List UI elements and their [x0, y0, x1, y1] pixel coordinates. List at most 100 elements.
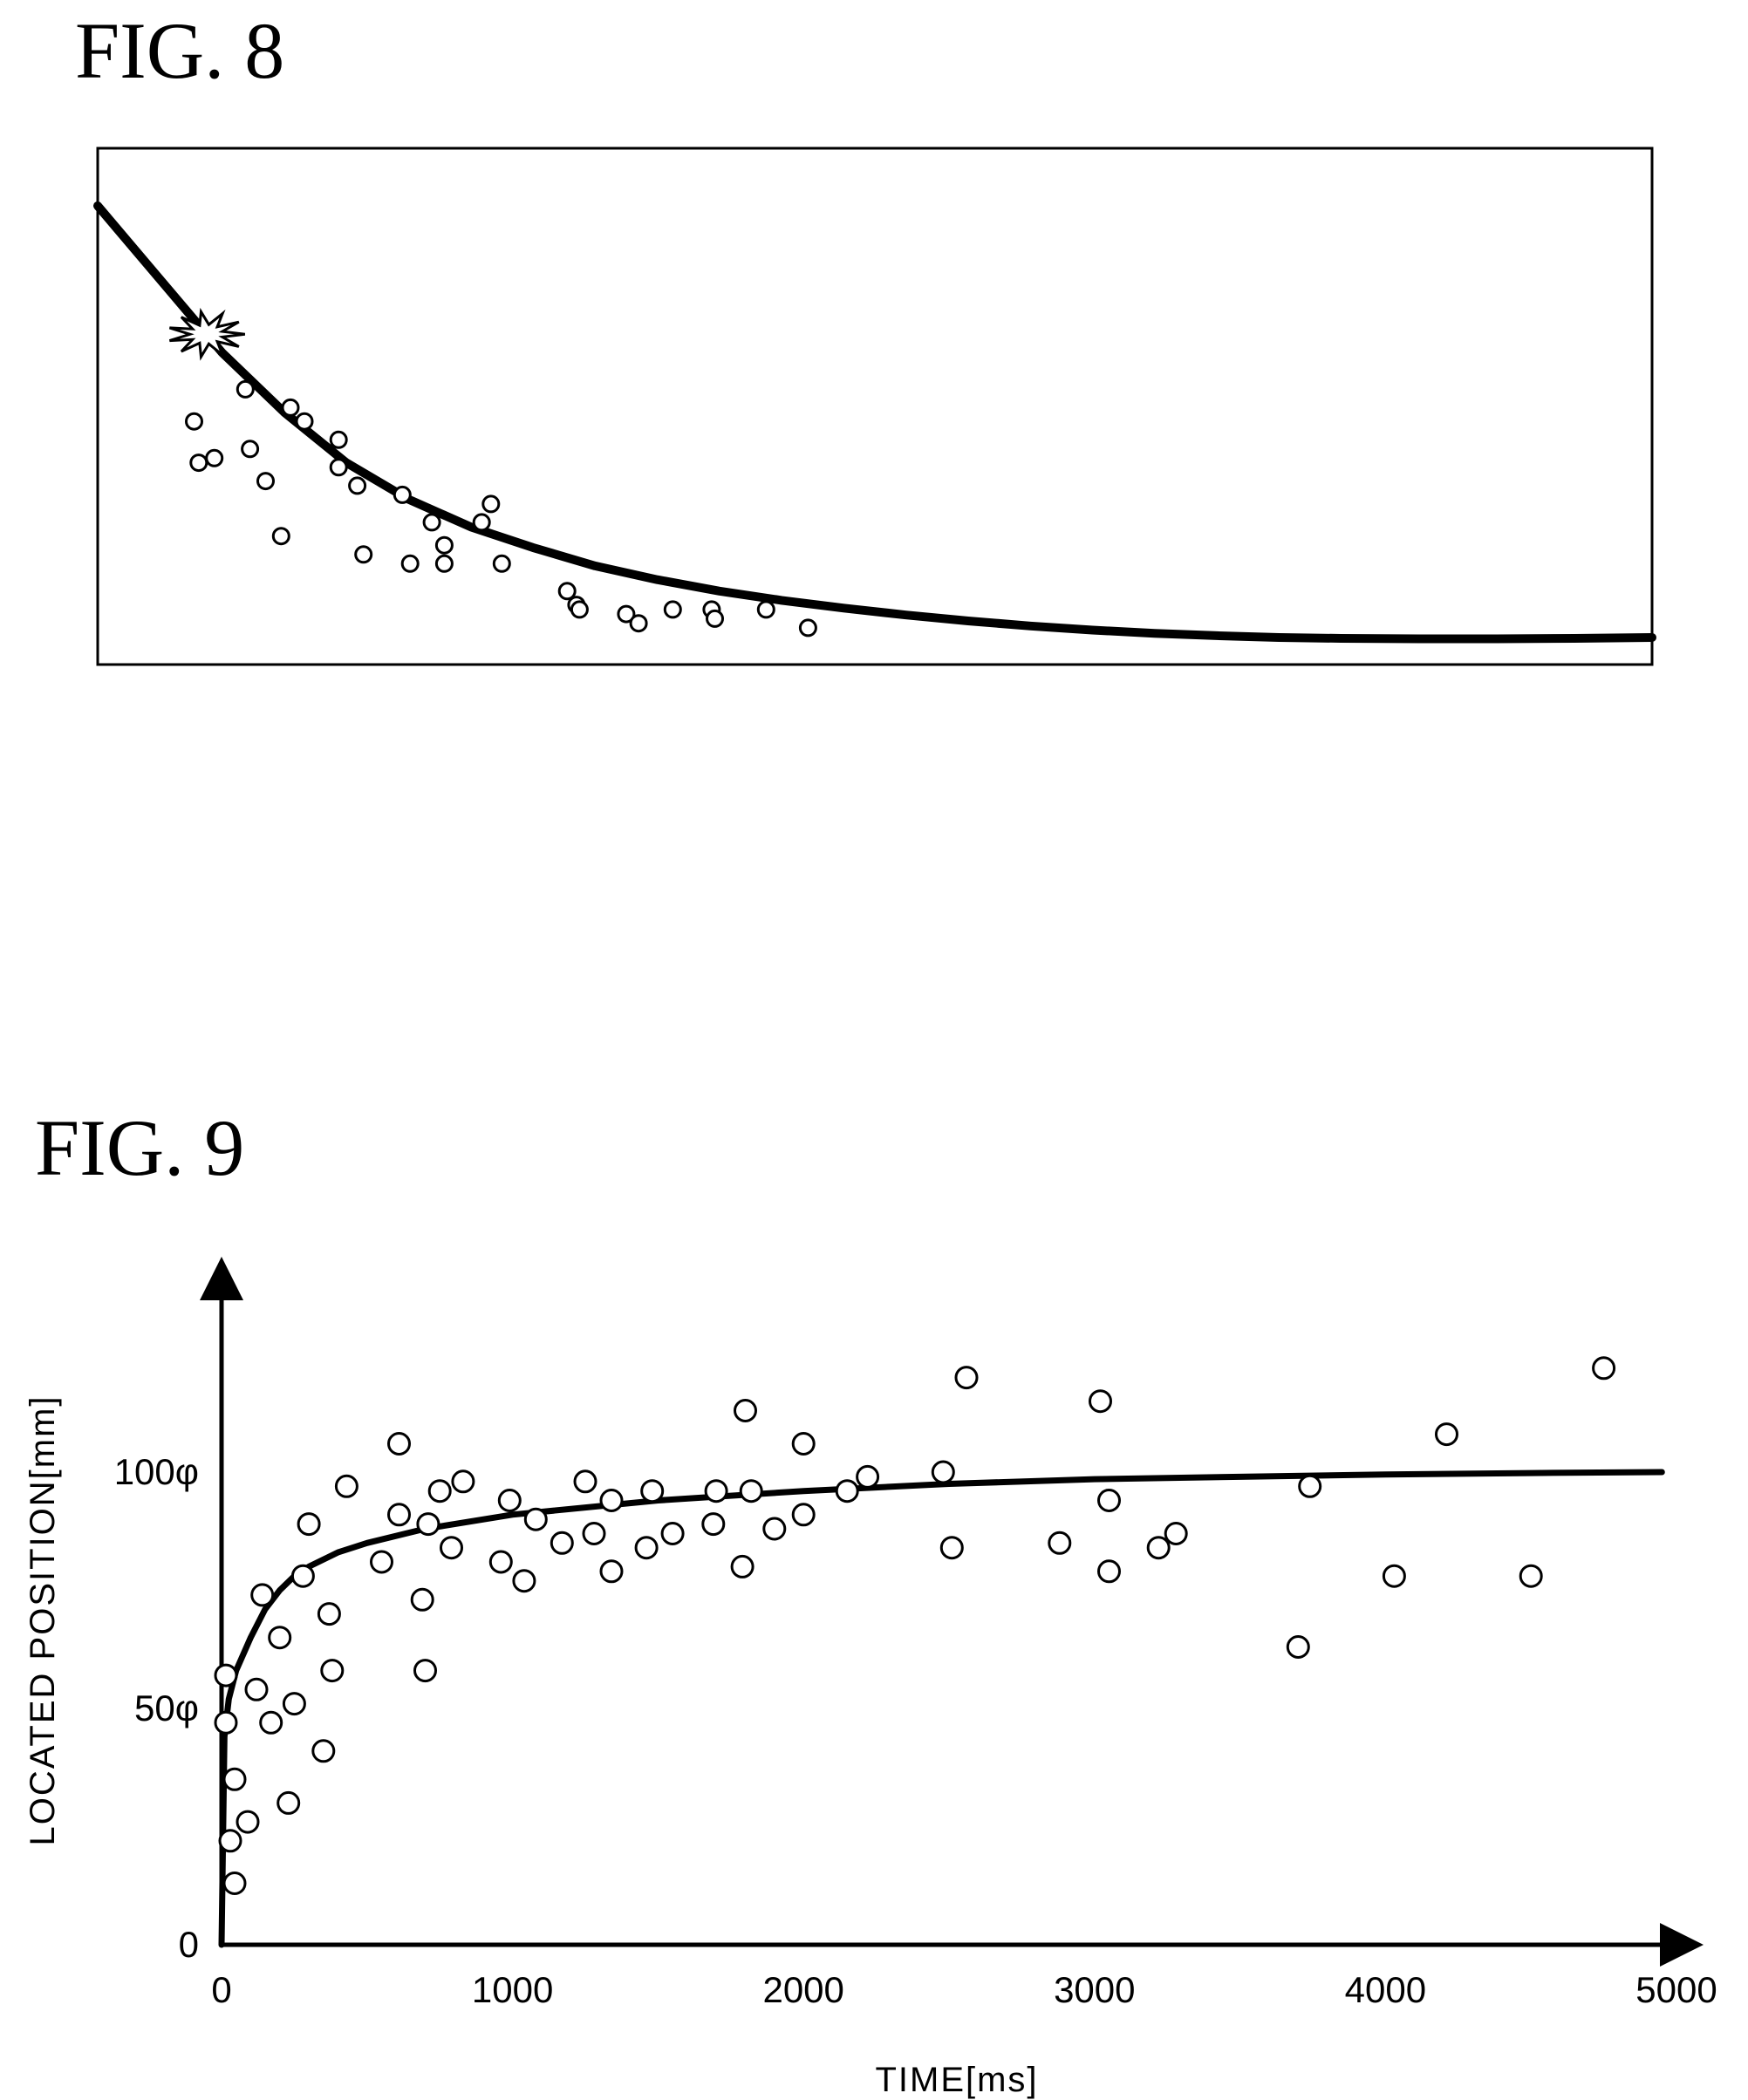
- data-point: [1097, 1489, 1121, 1512]
- data-point: [427, 1479, 452, 1503]
- data-point: [512, 1569, 536, 1593]
- x-tick-label: 4000: [1345, 1969, 1426, 2010]
- data-point: [939, 1536, 964, 1560]
- data-point: [416, 1512, 440, 1537]
- data-point: [497, 1489, 522, 1512]
- data-point: [256, 472, 275, 491]
- y-tick-label: 50φ: [134, 1688, 199, 1728]
- figure-8-frame: [96, 147, 1654, 666]
- data-point: [599, 1559, 624, 1584]
- data-point: [185, 412, 203, 431]
- data-point: [250, 1583, 275, 1607]
- data-point: [434, 554, 454, 573]
- data-point: [1146, 1536, 1171, 1560]
- figure-9-points: [214, 1356, 1616, 1895]
- y-tick-labels: 0 50φ 100φ: [114, 1451, 199, 1965]
- data-point: [1286, 1635, 1310, 1659]
- y-tick-label: 0: [179, 1924, 199, 1965]
- data-point: [706, 609, 724, 628]
- data-point: [1435, 1422, 1458, 1447]
- data-point: [410, 1587, 434, 1612]
- data-point: [451, 1469, 475, 1494]
- data-point: [472, 513, 491, 532]
- data-point: [268, 1626, 292, 1650]
- x-tick-label: 1000: [472, 1969, 553, 2010]
- data-point: [370, 1550, 393, 1574]
- data-point: [835, 1479, 859, 1503]
- data-point: [236, 1810, 260, 1834]
- data-point: [422, 513, 441, 532]
- data-point: [791, 1432, 816, 1456]
- figure-8-points: [185, 379, 817, 638]
- data-point: [798, 618, 817, 638]
- x-tick-label: 5000: [1635, 1969, 1717, 2010]
- data-point: [1519, 1564, 1543, 1588]
- data-point: [393, 485, 412, 504]
- data-point: [317, 1602, 341, 1626]
- data-point: [734, 1399, 757, 1422]
- data-point: [488, 1550, 513, 1574]
- data-point: [329, 458, 348, 477]
- data-point: [297, 1512, 321, 1537]
- data-point: [222, 1767, 247, 1791]
- data-point: [856, 1464, 880, 1489]
- data-point: [320, 1659, 345, 1683]
- data-point: [214, 1663, 238, 1688]
- data-point: [629, 614, 648, 633]
- data-point: [277, 1790, 301, 1815]
- data-point: [329, 430, 348, 449]
- figure-9-fit-curve: [218, 1469, 1665, 1948]
- figure-9-title: FIG. 9: [35, 1103, 245, 1192]
- figure-8-chart: [93, 147, 1656, 666]
- data-point: [189, 453, 208, 473]
- data-point: [334, 1474, 358, 1498]
- data-point: [704, 1479, 728, 1503]
- data-point: [259, 1710, 283, 1735]
- data-point: [640, 1479, 665, 1503]
- data-point: [1164, 1522, 1188, 1545]
- data-point: [523, 1507, 548, 1531]
- starburst-marker: [168, 307, 245, 361]
- data-point: [1048, 1531, 1072, 1555]
- x-tick-label: 2000: [762, 1969, 843, 2010]
- data-point: [660, 1522, 685, 1545]
- data-point: [282, 1692, 306, 1716]
- data-point: [400, 554, 420, 573]
- data-point: [271, 527, 290, 546]
- data-point: [244, 1677, 269, 1701]
- data-point: [434, 535, 454, 555]
- data-point: [762, 1517, 787, 1541]
- data-point: [730, 1554, 755, 1578]
- data-point: [599, 1489, 624, 1512]
- data-point: [739, 1479, 763, 1503]
- data-point: [241, 440, 260, 459]
- y-tick-label: 100φ: [114, 1451, 199, 1492]
- data-point: [1089, 1389, 1112, 1414]
- data-point: [440, 1536, 463, 1560]
- data-point: [218, 1829, 242, 1853]
- data-point: [663, 600, 682, 619]
- data-point: [290, 1564, 315, 1588]
- x-tick-label: 0: [211, 1969, 231, 2010]
- data-point: [756, 600, 775, 619]
- data-point: [791, 1503, 816, 1527]
- data-point: [387, 1503, 411, 1527]
- data-point: [573, 1469, 597, 1494]
- data-point: [354, 545, 373, 564]
- figure-8-title: FIG. 8: [75, 6, 285, 95]
- data-point: [481, 494, 501, 514]
- data-point: [214, 1710, 238, 1735]
- y-axis-label: LOCATED POSITION[mm]: [24, 1394, 62, 1845]
- data-point: [295, 412, 314, 431]
- x-tick-label: 3000: [1054, 1969, 1135, 2010]
- data-point: [701, 1512, 726, 1537]
- data-point: [1097, 1559, 1121, 1584]
- data-point: [931, 1460, 955, 1484]
- data-point: [570, 600, 589, 619]
- data-point: [205, 448, 224, 467]
- data-point: [1298, 1474, 1322, 1498]
- data-point: [413, 1659, 437, 1683]
- data-point: [954, 1366, 979, 1390]
- data-point: [557, 582, 577, 601]
